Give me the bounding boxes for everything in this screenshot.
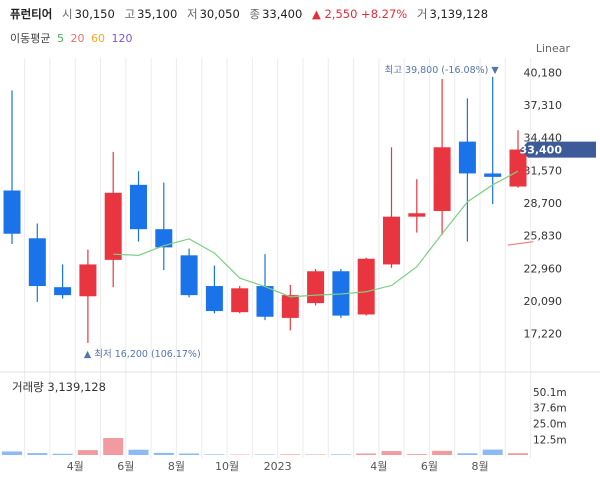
volume-bar — [103, 438, 124, 455]
low-annotation: ▲ 최저 16,200 (106.17%) — [84, 349, 201, 360]
y-tick-label: 31,570 — [524, 164, 563, 177]
volume-bar — [432, 450, 453, 455]
stock-header: 퓨런티어 시 30,150 고 35,100 저 30,050 종 33,400 ▲ 2… — [10, 6, 494, 22]
volume-bar — [406, 454, 427, 455]
volume-tick-label: 25.0m — [533, 419, 567, 431]
y-tick-label: 34,440 — [524, 132, 563, 145]
volume-value: 3,139,128 — [429, 7, 489, 21]
candle-body — [307, 271, 325, 304]
candle-body — [130, 184, 147, 230]
x-tick-label: 6월 — [117, 460, 134, 473]
volume-bar — [153, 452, 174, 455]
ma20-line — [507, 241, 534, 246]
x-tick-label: 4월 — [67, 460, 84, 473]
volume-tick-label: 50.1m — [533, 387, 567, 399]
change-value: ▲ 2,550 +8.27% — [311, 7, 408, 21]
y-tick-label: 22,960 — [524, 262, 563, 275]
ma-legend-120[interactable]: 120 — [111, 32, 133, 45]
volume-bar — [356, 453, 377, 455]
candle-body — [408, 213, 426, 217]
volume-bar — [2, 451, 22, 455]
candle-body — [79, 264, 97, 297]
volume-bar — [482, 449, 503, 455]
y-tick-label: 25,830 — [524, 230, 563, 243]
candle-body — [205, 286, 223, 312]
candle-body — [28, 238, 46, 287]
ma-legend: 이동평균 5 20 60 120 — [10, 30, 132, 46]
volume-bar — [330, 454, 351, 455]
candle-body — [155, 229, 173, 248]
open-value: 30,150 — [74, 7, 115, 21]
x-tick-label: 8월 — [471, 460, 488, 473]
scale-mode-toggle[interactable]: Linear — [535, 42, 570, 55]
candle-body — [54, 287, 72, 296]
high-value: 35,100 — [137, 7, 178, 21]
last-price-badge — [520, 141, 596, 158]
x-tick-label: 10월 — [215, 460, 239, 473]
high-annotation: 최고 39,800 (-16.08%) ▼ — [385, 65, 500, 76]
candle-body — [383, 216, 400, 265]
volume-bar — [305, 454, 326, 455]
candle-body — [104, 192, 122, 260]
volume-bar — [255, 454, 275, 455]
x-tick-label: 8월 — [168, 460, 185, 473]
candle-body — [484, 173, 502, 177]
volume-bar — [204, 454, 225, 455]
volume-bar — [457, 453, 478, 455]
y-tick-label: 40,180 — [524, 66, 563, 79]
stock-name: 퓨런티어 — [10, 7, 53, 21]
ma5-line — [113, 170, 519, 298]
open-label: 시 — [61, 7, 73, 21]
high-label: 고 — [124, 7, 136, 21]
low-value: 30,050 — [199, 7, 240, 21]
y-tick-label: 28,700 — [524, 197, 563, 210]
y-tick-label: 20,090 — [524, 295, 563, 308]
volume-bar — [508, 453, 528, 455]
volume-bar — [77, 450, 98, 455]
y-tick-label: 17,220 — [524, 328, 563, 341]
volume-bar — [27, 453, 48, 455]
ma-legend-60[interactable]: 60 — [90, 32, 105, 45]
x-tick-label: 6월 — [421, 460, 438, 473]
volume-bar — [179, 453, 200, 455]
candle-body — [433, 147, 451, 211]
candle-body — [180, 255, 198, 296]
ma-legend-label: 이동평균 — [10, 32, 51, 45]
close-value: 33,400 — [262, 7, 303, 21]
y-tick-label: 37,310 — [524, 99, 563, 112]
volume-tick-label: 12.5m — [533, 434, 567, 446]
ma-legend-20[interactable]: 20 — [70, 32, 85, 45]
low-label: 저 — [186, 7, 198, 21]
x-tick-label: 2023 — [264, 460, 292, 473]
volume-tick-label: 37.6m — [533, 403, 567, 415]
candle-body — [3, 190, 21, 234]
candle-body — [231, 288, 249, 313]
candle-body — [509, 149, 527, 187]
volume-bar — [280, 454, 301, 455]
candle-body — [458, 141, 476, 174]
volume-bar — [52, 453, 73, 455]
volume-bar — [381, 451, 402, 455]
candle-body — [256, 286, 274, 317]
candle-body — [281, 295, 299, 318]
volume-bar — [128, 449, 149, 455]
x-tick-label: 4월 — [370, 460, 387, 473]
volume-panel-label: 거래량 3,139,128 — [12, 380, 106, 394]
ma-legend-5[interactable]: 5 — [56, 32, 64, 45]
volume-label: 거 — [416, 7, 428, 21]
close-label: 종 — [249, 7, 261, 21]
candle-body — [357, 258, 375, 315]
last-price-label: 33,400 — [520, 144, 563, 157]
